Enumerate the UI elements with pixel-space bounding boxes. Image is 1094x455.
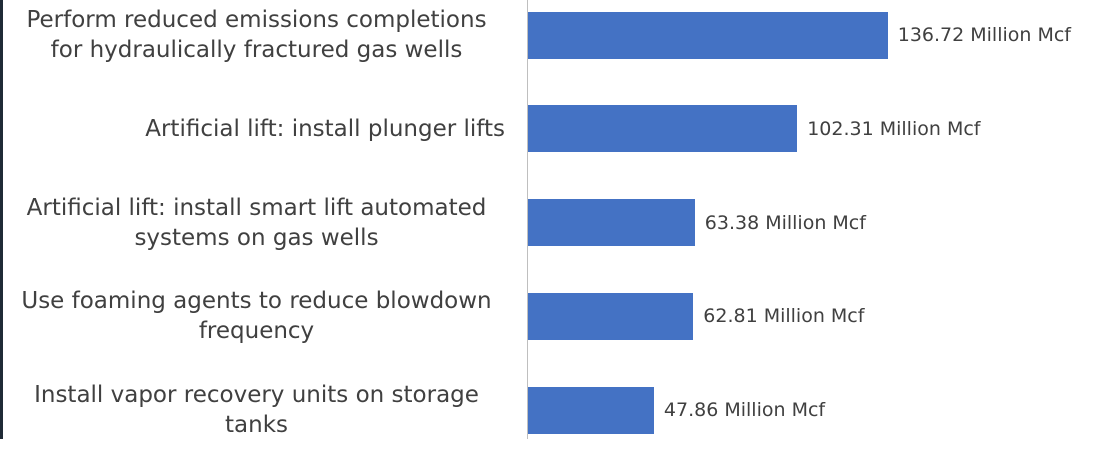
bar (528, 105, 798, 153)
value-label: 63.38 Million Mcf (704, 211, 866, 234)
value-label: 136.72 Million Mcf (897, 24, 1071, 46)
bar (528, 292, 694, 340)
category-label: Install vapor recovery units on storage … (34, 382, 479, 438)
chart: Perform reduced emissions completions fo… (0, 0, 1071, 439)
category-label: Artificial lift: install plunger lifts (145, 115, 505, 142)
category-label-box: Artificial lift: install plunger lifts (8, 84, 505, 174)
value-label: 102.31 Million Mcf (807, 117, 981, 140)
category-label: Perform reduced emissions completions fo… (26, 7, 487, 63)
category-label: Use foaming agents to reduce blowdown fr… (21, 288, 492, 345)
category-label-box: Use foaming agents to reduce blowdown fr… (8, 271, 505, 361)
value-label: 62.81 Million Mcf (703, 305, 865, 328)
category-label: Artificial lift: install smart lift auto… (26, 194, 487, 251)
bar (528, 11, 888, 59)
category-label-box: Install vapor recovery units on storage … (8, 365, 505, 455)
category-axis-line (527, 0, 528, 439)
bar (528, 199, 695, 246)
category-label-box: Artificial lift: install smart lift auto… (8, 178, 505, 268)
value-label: 47.86 Million Mcf (663, 399, 826, 421)
bar (528, 386, 654, 434)
window-edge (0, 0, 3, 439)
category-label-box: Perform reduced emissions completions fo… (8, 0, 505, 80)
